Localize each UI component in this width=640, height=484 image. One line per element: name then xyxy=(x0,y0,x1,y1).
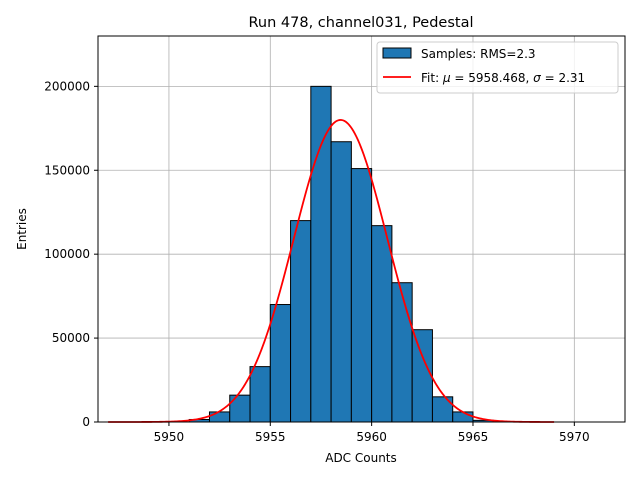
x-tick-label: 5970 xyxy=(559,430,590,444)
y-tick-label: 150000 xyxy=(44,163,90,177)
plot-frame xyxy=(97,35,626,423)
histogram-bar xyxy=(411,329,433,423)
legend-fit-eq2: = xyxy=(541,71,559,85)
legend-fit-prefix: Fit: xyxy=(421,71,443,85)
histogram-bar xyxy=(452,411,474,423)
legend-box xyxy=(376,41,619,94)
legend-fit-sigma-value: 2.31 xyxy=(558,71,585,85)
y-tick-label: 200000 xyxy=(44,79,90,93)
fit-curve xyxy=(108,119,555,423)
legend-swatch-samples xyxy=(382,47,412,59)
legend-fit-eq1: = xyxy=(451,71,469,85)
x-tick-label: 5960 xyxy=(356,430,387,444)
y-tick-label: 50000 xyxy=(52,331,90,345)
x-axis-ticks: 5950 5955 5960 5965 5970 xyxy=(154,422,590,444)
histogram-bar xyxy=(290,220,312,423)
x-tick-label: 5950 xyxy=(154,430,185,444)
legend-fit-mu-symbol: μ xyxy=(442,71,451,85)
x-axis-label: ADC Counts xyxy=(325,451,397,465)
legend-fit-sep: , xyxy=(526,71,534,85)
histogram-bar xyxy=(391,282,413,423)
y-axis-label: Entries xyxy=(15,208,29,250)
histogram-bar xyxy=(229,394,251,423)
histogram-bar xyxy=(431,396,454,423)
chart-title: Run 478, channel031, Pedestal xyxy=(248,15,473,31)
histogram-bar xyxy=(269,304,292,423)
y-tick-label: 100000 xyxy=(44,247,90,261)
legend: Samples: RMS=2.3 Fit: μ = 5958.468, σ = … xyxy=(376,41,619,94)
histogram-bar xyxy=(350,168,373,423)
legend-fit-mu-value: 5958.468 xyxy=(468,71,525,85)
histogram-bar xyxy=(371,225,393,423)
y-axis-ticks: 0 50000 100000 150000 200000 xyxy=(44,79,98,429)
histogram-bar xyxy=(310,85,332,423)
legend-label-samples: Samples: RMS=2.3 xyxy=(421,47,536,61)
histogram-bar xyxy=(249,366,271,423)
legend-fit-sigma-symbol: σ xyxy=(533,71,541,85)
x-tick-label: 5955 xyxy=(255,430,286,444)
legend-label-fit: Fit: μ = 5958.468, σ = 2.31 xyxy=(421,71,585,85)
histogram-bars xyxy=(188,85,494,423)
histogram-bar xyxy=(208,411,231,423)
x-tick-label: 5965 xyxy=(458,430,489,444)
y-tick-label: 0 xyxy=(82,415,90,429)
histogram-bar xyxy=(330,141,352,423)
